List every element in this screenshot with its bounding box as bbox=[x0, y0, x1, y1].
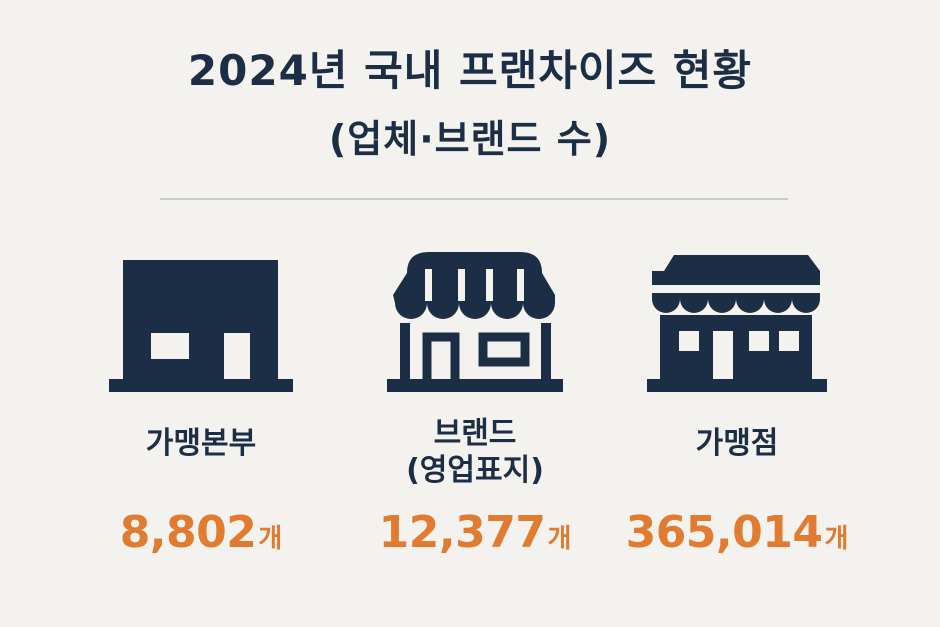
stat-card-headquarters: 가맹본부 8,802개 bbox=[71, 245, 331, 575]
divider bbox=[160, 198, 788, 200]
stat-unit-brand: 개 bbox=[547, 524, 572, 554]
page-title: 2024년 국내 프랜차이즈 현황 bbox=[187, 46, 753, 95]
awning-storefront-icon bbox=[345, 245, 605, 395]
page-subtitle: (업체·브랜드 수) bbox=[328, 117, 612, 161]
stat-unit-headquarters: 개 bbox=[258, 524, 283, 554]
stat-card-store: 가맹점 365,014개 bbox=[607, 245, 867, 575]
stat-label-brand-sub: (영업표지) bbox=[406, 453, 544, 488]
stat-label-store: 가맹점 bbox=[695, 426, 779, 461]
shop-store-icon bbox=[607, 245, 867, 395]
stat-value-store: 365,014 bbox=[625, 507, 823, 558]
stat-count-headquarters: 8,802개 bbox=[71, 505, 331, 567]
stat-count-store: 365,014개 bbox=[607, 505, 867, 567]
stat-label-headquarters: 가맹본부 bbox=[145, 426, 257, 461]
stat-count-brand: 12,377개 bbox=[345, 505, 605, 567]
stat-card-brand: 브랜드 (영업표지) 12,377개 bbox=[345, 245, 605, 575]
stat-unit-store: 개 bbox=[824, 524, 849, 554]
stat-value-brand: 12,377 bbox=[378, 507, 546, 558]
stat-label-brand: 브랜드 bbox=[433, 416, 517, 451]
stat-value-headquarters: 8,802 bbox=[119, 507, 257, 558]
headquarters-building-icon bbox=[71, 245, 331, 395]
